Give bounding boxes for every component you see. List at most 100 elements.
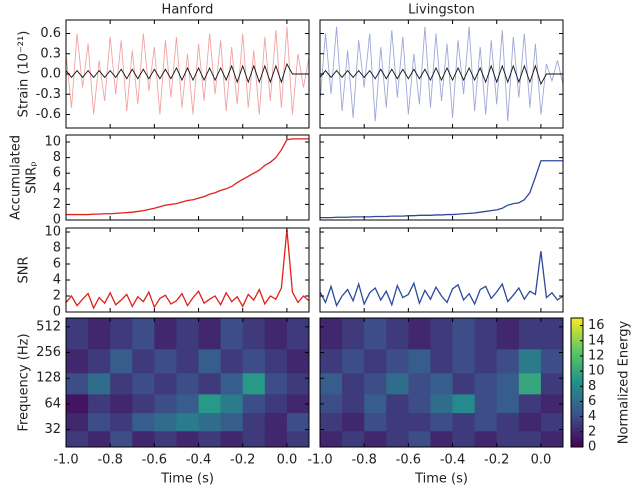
heat-cell [264, 393, 288, 414]
heat-cell [342, 348, 365, 374]
panel-frame [319, 317, 564, 448]
heat-cell [540, 430, 563, 447]
heat-cell [342, 412, 365, 432]
y-tick-label: 64 [44, 396, 61, 411]
heat-cell [198, 412, 222, 432]
heat-cell [220, 412, 244, 432]
y-tick-label: 4 [53, 273, 61, 288]
heat-cell [452, 348, 476, 374]
panel [320, 26, 563, 122]
heat-cell [386, 318, 409, 350]
colorbar-tick-label: 12 [588, 348, 605, 363]
heat-cell [320, 372, 343, 395]
heat-cell [408, 348, 431, 374]
heat-cell [110, 393, 133, 414]
y-axis-label: SNRₚ [25, 161, 40, 194]
heat-cell [320, 318, 343, 350]
panel [320, 251, 563, 308]
heat-cell [430, 318, 454, 350]
heat-cell [154, 393, 177, 414]
heat-cell [408, 412, 431, 432]
heat-cell [496, 412, 520, 432]
heat-cell [176, 348, 200, 374]
heat-cell [430, 412, 454, 432]
heat-cell [88, 393, 111, 414]
heat-cell [364, 430, 387, 447]
heat-cell [408, 372, 431, 395]
heat-cell [452, 393, 476, 414]
heat-cell [110, 372, 133, 395]
x-tick-label: -0.4 [440, 453, 465, 468]
x-tick-label: 0.0 [277, 453, 298, 468]
heat-cell [132, 348, 155, 374]
heat-cell [242, 318, 266, 350]
heat-cell [66, 348, 89, 374]
heat-cell [386, 412, 409, 432]
y-tick-label: 0.6 [40, 26, 61, 41]
heat-cell [452, 372, 476, 395]
heat-cell [242, 430, 266, 447]
y-tick-label: -0.6 [36, 107, 61, 122]
y-tick-label: 2 [53, 197, 61, 212]
heat-cell [154, 430, 177, 447]
heat-cell [496, 348, 520, 374]
heat-cell [518, 412, 542, 432]
heat-cell [198, 430, 222, 447]
y-axis-label: Accumulated [9, 135, 24, 220]
heat-cell [176, 430, 200, 447]
heat-cell [364, 318, 387, 350]
heat-cell [132, 430, 155, 447]
y-tick-label: -0.3 [36, 87, 61, 102]
heat-cell [88, 412, 111, 432]
heat-cell [286, 372, 309, 395]
heat-cell [320, 430, 343, 447]
heat-cell [496, 372, 520, 395]
heat-cell [430, 393, 454, 414]
heat-cell [198, 348, 222, 374]
y-tick-label: 0 [53, 213, 61, 228]
heat-cell [66, 412, 89, 432]
colorbar-tick-label: 16 [588, 318, 605, 333]
panel [66, 26, 309, 115]
colorbar-tick-label: 2 [588, 424, 596, 439]
heat-cell [430, 430, 454, 447]
heat-cell [88, 318, 111, 350]
heat-cell [430, 372, 454, 395]
heat-cell [264, 318, 288, 350]
panel-title: Livingston [408, 3, 475, 18]
heat-cell [518, 318, 542, 350]
heat-cell [242, 348, 266, 374]
x-tick-label: -0.6 [396, 453, 421, 468]
heat-cell [110, 318, 133, 350]
data-line [66, 229, 309, 310]
heat-cell [364, 372, 387, 395]
heat-cell [286, 412, 309, 432]
heat-cell [518, 430, 542, 447]
y-tick-label: 8 [53, 241, 61, 256]
heat-cell [132, 372, 155, 395]
y-tick-label: 512 [36, 319, 61, 334]
heat-cell [66, 393, 89, 414]
heat-cell [110, 412, 133, 432]
heat-cell [88, 348, 111, 374]
y-tick-label: 256 [36, 345, 61, 360]
y-tick-label: 10 [44, 225, 61, 240]
heat-cell [540, 348, 563, 374]
y-tick-label: 32 [44, 422, 61, 437]
panel-frame [65, 227, 310, 313]
heat-cell [452, 430, 476, 447]
x-tick-label: -0.2 [230, 453, 255, 468]
heat-cell [364, 412, 387, 432]
panel-title: Hanford [162, 3, 214, 18]
heat-cell [66, 372, 89, 395]
y-tick-label: 0.3 [40, 46, 61, 61]
panel [66, 229, 309, 310]
colorbar-tick-label: 6 [588, 394, 596, 409]
y-tick-label: 0 [53, 305, 61, 320]
heat-cell [320, 348, 343, 374]
heat-cell [286, 318, 309, 350]
heat-cell [474, 372, 498, 395]
x-tick-label: -0.6 [142, 453, 167, 468]
heat-cell [386, 372, 409, 395]
heat-cell [88, 372, 111, 395]
